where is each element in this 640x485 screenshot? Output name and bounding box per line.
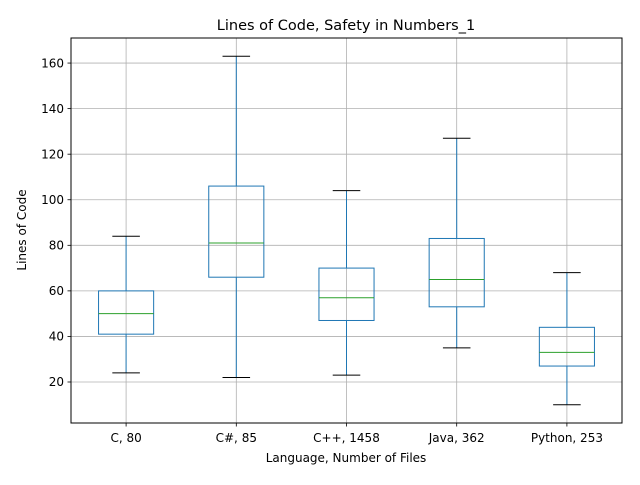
x-tick-label: C++, 1458	[313, 431, 380, 445]
axis-ticks: 20 40 60 80 100 120 140 160 C, 80 C#, 85 C++, 1458…	[41, 56, 603, 445]
y-tick-label: 160	[41, 56, 64, 70]
iqr-box	[318, 267, 375, 321]
box-group	[208, 55, 265, 378]
iqr-box	[98, 290, 155, 335]
x-tick-label: C, 80	[110, 431, 141, 445]
iqr-box	[208, 185, 265, 278]
y-tick-label: 100	[41, 193, 64, 207]
y-tick-label: 40	[49, 330, 64, 344]
x-axis-label: Language, Number of Files	[266, 451, 427, 465]
y-tick-label: 20	[49, 375, 64, 389]
iqr-box	[538, 326, 595, 367]
y-axis-label: Lines of Code	[15, 189, 29, 270]
x-tick-label: Python, 253	[531, 431, 603, 445]
y-tick-label: 80	[49, 239, 64, 253]
y-tick-label: 60	[49, 284, 64, 298]
x-tick-label: C#, 85	[216, 431, 257, 445]
box-series	[98, 55, 595, 406]
box-group	[318, 190, 375, 376]
box-group	[98, 235, 155, 374]
iqr-box	[428, 237, 485, 308]
x-tick-label: Java, 362	[428, 431, 485, 445]
y-tick-label: 120	[41, 147, 64, 161]
y-tick-label: 140	[41, 102, 64, 116]
chart-title: Lines of Code, Safety in Numbers_1	[217, 18, 475, 34]
box-group	[428, 137, 485, 349]
box-group	[538, 272, 595, 406]
